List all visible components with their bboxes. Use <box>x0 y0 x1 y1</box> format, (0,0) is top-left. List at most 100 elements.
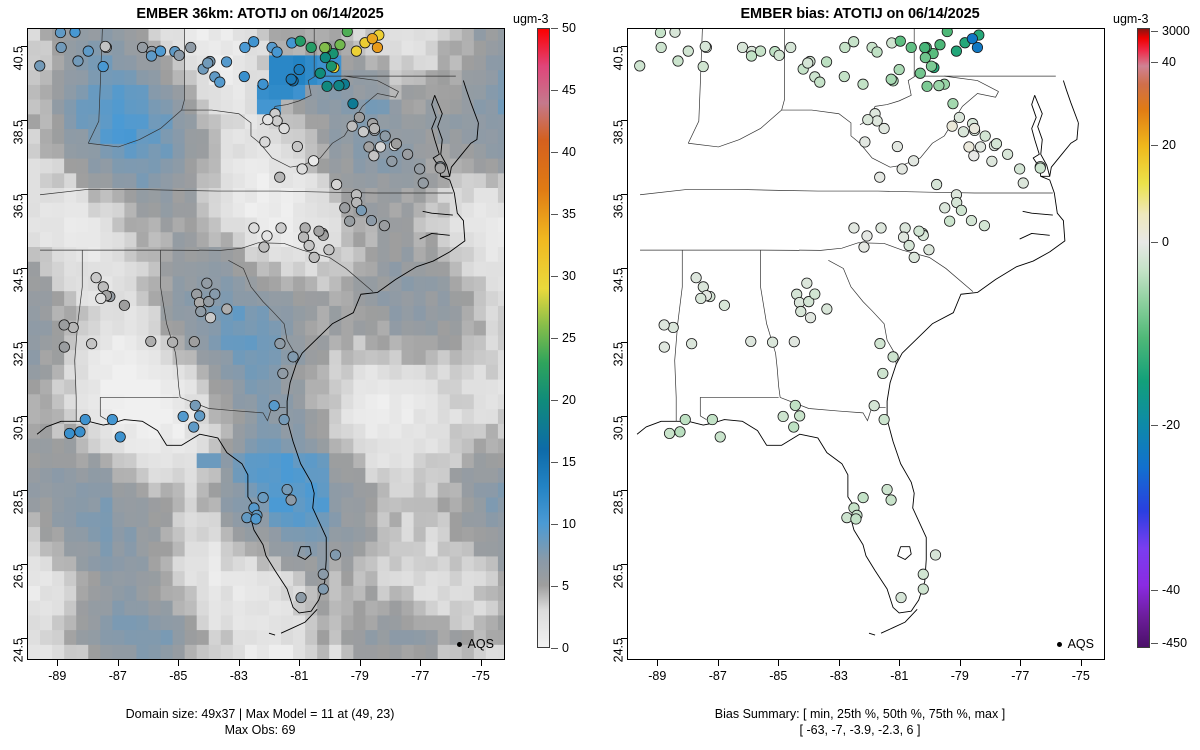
model-grid-cell <box>40 629 53 645</box>
model-grid-cell <box>497 128 504 144</box>
model-grid-cell <box>281 467 294 483</box>
model-grid-cell <box>353 157 366 174</box>
model-grid-cell <box>112 511 125 528</box>
model-grid-cell <box>160 69 174 85</box>
aqs-observation-marker <box>777 410 789 423</box>
model-grid-cell <box>413 246 427 262</box>
model-grid-cell <box>293 261 306 277</box>
left-map-clip <box>28 29 504 659</box>
model-grid-cell <box>148 423 162 439</box>
model-grid-cell <box>232 614 246 631</box>
model-grid-cell <box>281 54 294 71</box>
model-grid-cell <box>28 467 41 483</box>
model-grid-cell <box>497 143 504 159</box>
colorbar-tick-label: 3000 <box>1162 24 1190 39</box>
model-grid-cell <box>136 54 150 71</box>
model-grid-cell <box>124 128 138 144</box>
aqs-observation-marker <box>978 220 990 232</box>
left-map-plot-area: AQS <box>27 28 505 660</box>
model-grid-cell <box>64 511 77 528</box>
model-grid-cell <box>497 644 504 659</box>
model-grid-cell <box>413 511 427 528</box>
aqs-observation-marker <box>885 494 897 506</box>
model-grid-cell <box>88 157 101 174</box>
model-grid-cell <box>473 600 487 616</box>
aqs-observation-marker <box>344 215 356 227</box>
model-grid-cell <box>112 275 125 292</box>
model-grid-cell <box>196 349 210 365</box>
model-grid-cell <box>317 172 330 188</box>
model-grid-cell <box>148 644 162 659</box>
model-grid-cell <box>64 496 77 513</box>
model-grid-cell <box>449 452 463 469</box>
model-grid-cell <box>112 541 125 557</box>
model-grid-cell <box>160 187 174 203</box>
model-grid-cell <box>473 113 487 130</box>
model-grid-cell <box>329 157 342 174</box>
aqs-observation-marker <box>714 431 726 443</box>
model-grid-cell <box>413 261 427 277</box>
y-tick <box>621 563 627 565</box>
model-grid-cell <box>88 511 101 528</box>
aqs-observation-marker <box>368 150 380 162</box>
model-grid-cell <box>389 305 403 321</box>
aqs-observation-marker <box>257 78 269 90</box>
y-tick-label: 36.5 <box>611 194 625 219</box>
model-grid-cell <box>148 231 162 248</box>
state-border-path <box>74 250 83 422</box>
model-grid-cell <box>341 496 354 513</box>
model-grid-cell <box>413 128 427 144</box>
colorbar-tick-label: 20 <box>1162 137 1176 152</box>
aqs-observation-marker <box>72 55 84 67</box>
model-grid-cell <box>425 320 439 336</box>
model-grid-cell <box>329 452 342 469</box>
model-grid-cell <box>365 526 379 542</box>
model-grid-cell <box>353 364 366 380</box>
aqs-observation-marker <box>321 80 333 92</box>
model-grid-cell <box>232 585 246 601</box>
model-grid-cell <box>341 246 354 262</box>
model-grid-cell <box>136 231 150 248</box>
model-grid-cell <box>353 629 366 645</box>
model-grid-cell <box>365 172 379 188</box>
aqs-observation-marker <box>319 52 331 64</box>
model-grid-cell <box>88 113 101 130</box>
model-grid-cell <box>136 98 150 115</box>
model-grid-cell <box>196 40 210 56</box>
model-grid-cell <box>413 526 427 542</box>
model-grid-cell <box>437 261 451 277</box>
aqs-observation-marker <box>767 336 779 348</box>
model-grid-cell <box>208 364 222 380</box>
model-grid-cell <box>112 98 125 115</box>
model-grid-cell <box>437 570 451 586</box>
model-grid-cell <box>112 69 125 85</box>
model-grid-cell <box>148 157 162 174</box>
model-grid-cell <box>473 423 487 439</box>
aqs-observation-marker <box>239 41 251 54</box>
model-grid-cell <box>196 143 210 159</box>
model-grid-cell <box>449 187 463 203</box>
model-grid-cell <box>100 629 113 645</box>
model-grid-cell <box>268 526 282 542</box>
model-grid-cell <box>497 349 504 365</box>
aqs-observation-marker <box>897 231 910 243</box>
aqs-observation-marker <box>877 367 889 379</box>
model-grid-cell <box>305 143 318 159</box>
aqs-observation-marker <box>857 78 869 90</box>
aqs-observation-marker <box>434 162 446 174</box>
model-grid-cell <box>437 467 451 483</box>
model-grid-cell <box>220 157 234 174</box>
model-grid-cell <box>172 511 186 528</box>
model-grid-cell <box>281 541 294 557</box>
model-grid-cell <box>100 84 113 100</box>
model-grid-cell <box>112 29 125 41</box>
model-grid-cell <box>485 600 499 616</box>
model-grid-cell <box>497 69 504 85</box>
model-grid-cell <box>136 320 150 336</box>
model-grid-cell <box>353 378 366 395</box>
model-grid-cell <box>136 261 150 277</box>
model-grid-cell <box>293 202 306 218</box>
model-grid-cell <box>232 334 246 351</box>
model-grid-cell <box>40 275 53 292</box>
model-grid-cell <box>365 54 379 71</box>
